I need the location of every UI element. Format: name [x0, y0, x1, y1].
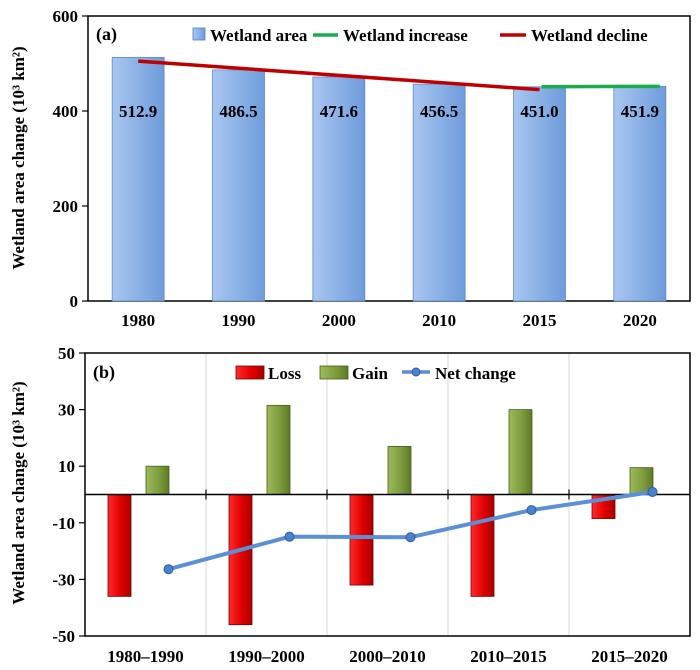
panel-a-ylabel: Wetland area change (10³ km²) — [9, 46, 28, 269]
bar-wetland-area-2020 — [613, 85, 667, 302]
data-label-wetland-area-2010: 456.5 — [420, 102, 458, 121]
bar-loss-1990-2000 — [228, 494, 253, 626]
legend-swatch-wetland-area — [192, 27, 206, 41]
data-label-wetland-area-1990: 486.5 — [219, 102, 257, 121]
legend-label-net-change: Net change — [435, 364, 516, 383]
panel-a-ytick-label: 0 — [70, 292, 79, 311]
net-change-point-2010-2015 — [526, 505, 537, 516]
bar-gain-1980-1990 — [145, 465, 170, 495]
legend-label-loss: Loss — [268, 364, 301, 383]
panel-b-ytick-label: -30 — [52, 570, 75, 589]
panel-b-yticks: -50 -30 -10 10 30 50 — [52, 344, 85, 646]
trend-line-wetland-decline — [138, 59, 540, 92]
panel-a-xtick-label-1980: 1980 — [121, 311, 155, 330]
data-label-wetland-area-2000: 471.6 — [320, 102, 358, 121]
panel-a-ytick-label: 600 — [53, 7, 79, 26]
bar-loss-2010-2015 — [470, 494, 495, 597]
panel-b-xtick-label-1990-2000: 1990–2000 — [228, 647, 305, 666]
panel-b-ylabel: Wetland area change (10³ km²) — [9, 381, 28, 604]
panel-a-plot-frame — [87, 15, 691, 302]
net-change-point-2015-2020 — [647, 486, 658, 497]
legend-label-wetland-increase: Wetland increase — [343, 26, 468, 45]
panel-a-xtick-label-2020: 2020 — [623, 311, 657, 330]
panel-b-xtick-label-2015-2020: 2015–2020 — [591, 647, 668, 666]
data-label-wetland-area-2015: 451.0 — [520, 102, 558, 121]
bar-gain-2010-2015 — [508, 409, 533, 495]
bar-wetland-area-2015 — [513, 86, 566, 302]
net-change-point-2000-2010 — [405, 532, 416, 543]
bar-gain-1990-2000 — [266, 404, 291, 495]
legend-swatch-gain — [319, 365, 349, 380]
panel-a-trend-lines — [138, 59, 660, 92]
data-label-wetland-area-2020: 451.9 — [621, 102, 659, 121]
panel-a-xticks: 1980 1990 2000 2010 2015 2020 — [121, 311, 657, 330]
panel-b-ytick-label: 10 — [58, 457, 75, 476]
legend-label-wetland-decline: Wetland decline — [531, 26, 648, 45]
panel-a-ytick-label: 200 — [53, 197, 79, 216]
bar-loss-1980-1990 — [107, 494, 132, 597]
bar-wetland-area-1990 — [212, 69, 265, 302]
panel-b-label: (b) — [93, 362, 115, 383]
panel-b-ytick-label: 50 — [58, 344, 75, 363]
panel-a-bars: 512.9 486.5 471.6 456.5 451.0 451.9 — [111, 56, 667, 302]
panel-a-xtick-label-1990: 1990 — [222, 311, 256, 330]
bar-wetland-area-2010 — [412, 83, 466, 302]
bar-wetland-area-2000 — [312, 76, 366, 302]
panel-b-legend: Loss Gain Net change — [235, 364, 516, 383]
panel-b-ytick-label: -50 — [52, 627, 75, 646]
panel-b-xticks: 1980–1990 1990–2000 2000–2010 2010–2015 2015… — [107, 647, 668, 666]
panel-b-ytick-label: -10 — [52, 514, 75, 533]
panel-b-zero-axis-ticks — [205, 489, 570, 500]
panel-a-label: (a) — [96, 24, 117, 45]
panel-a-xtick-label-2015: 2015 — [523, 311, 557, 330]
legend-label-gain: Gain — [352, 364, 388, 383]
panel-b-ytick-label: 30 — [58, 401, 75, 420]
legend-label-wetland-area: Wetland area — [210, 26, 308, 45]
panel-a-legend: Wetland area Wetland increase Wetland de… — [192, 26, 648, 45]
legend-swatch-net-change-marker — [411, 367, 421, 377]
panel-b-bars — [107, 404, 654, 626]
data-label-wetland-area-1980: 512.9 — [119, 102, 157, 121]
bar-gain-2000-2010 — [387, 445, 412, 495]
panel-a: Wetland area change (10³ km²) 0 200 400 600… — [9, 7, 691, 330]
panel-b-net-change-line — [163, 486, 658, 575]
panel-b: Wetland area change (10³ km²) -50 -30 -10 1… — [9, 344, 691, 666]
bar-wetland-area-1980 — [111, 56, 165, 302]
panel-a-xtick-label-2000: 2000 — [322, 311, 356, 330]
net-change-point-1990-2000 — [284, 531, 295, 542]
bar-loss-2000-2010 — [349, 494, 374, 586]
panel-b-xtick-label-2010-2015: 2010–2015 — [470, 647, 547, 666]
panel-a-ytick-label: 400 — [53, 102, 79, 121]
legend-swatch-loss — [235, 365, 265, 380]
panel-a-yticks: 0 200 400 600 — [53, 7, 88, 311]
panel-b-xtick-label-2000-2010: 2000–2010 — [349, 647, 426, 666]
net-change-point-1980-1990 — [163, 564, 174, 575]
panel-b-xtick-label-1980-1990: 1980–1990 — [107, 647, 184, 666]
panel-a-xtick-label-2010: 2010 — [422, 311, 456, 330]
